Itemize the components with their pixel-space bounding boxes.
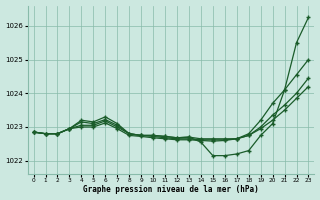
X-axis label: Graphe pression niveau de la mer (hPa): Graphe pression niveau de la mer (hPa): [83, 185, 259, 194]
